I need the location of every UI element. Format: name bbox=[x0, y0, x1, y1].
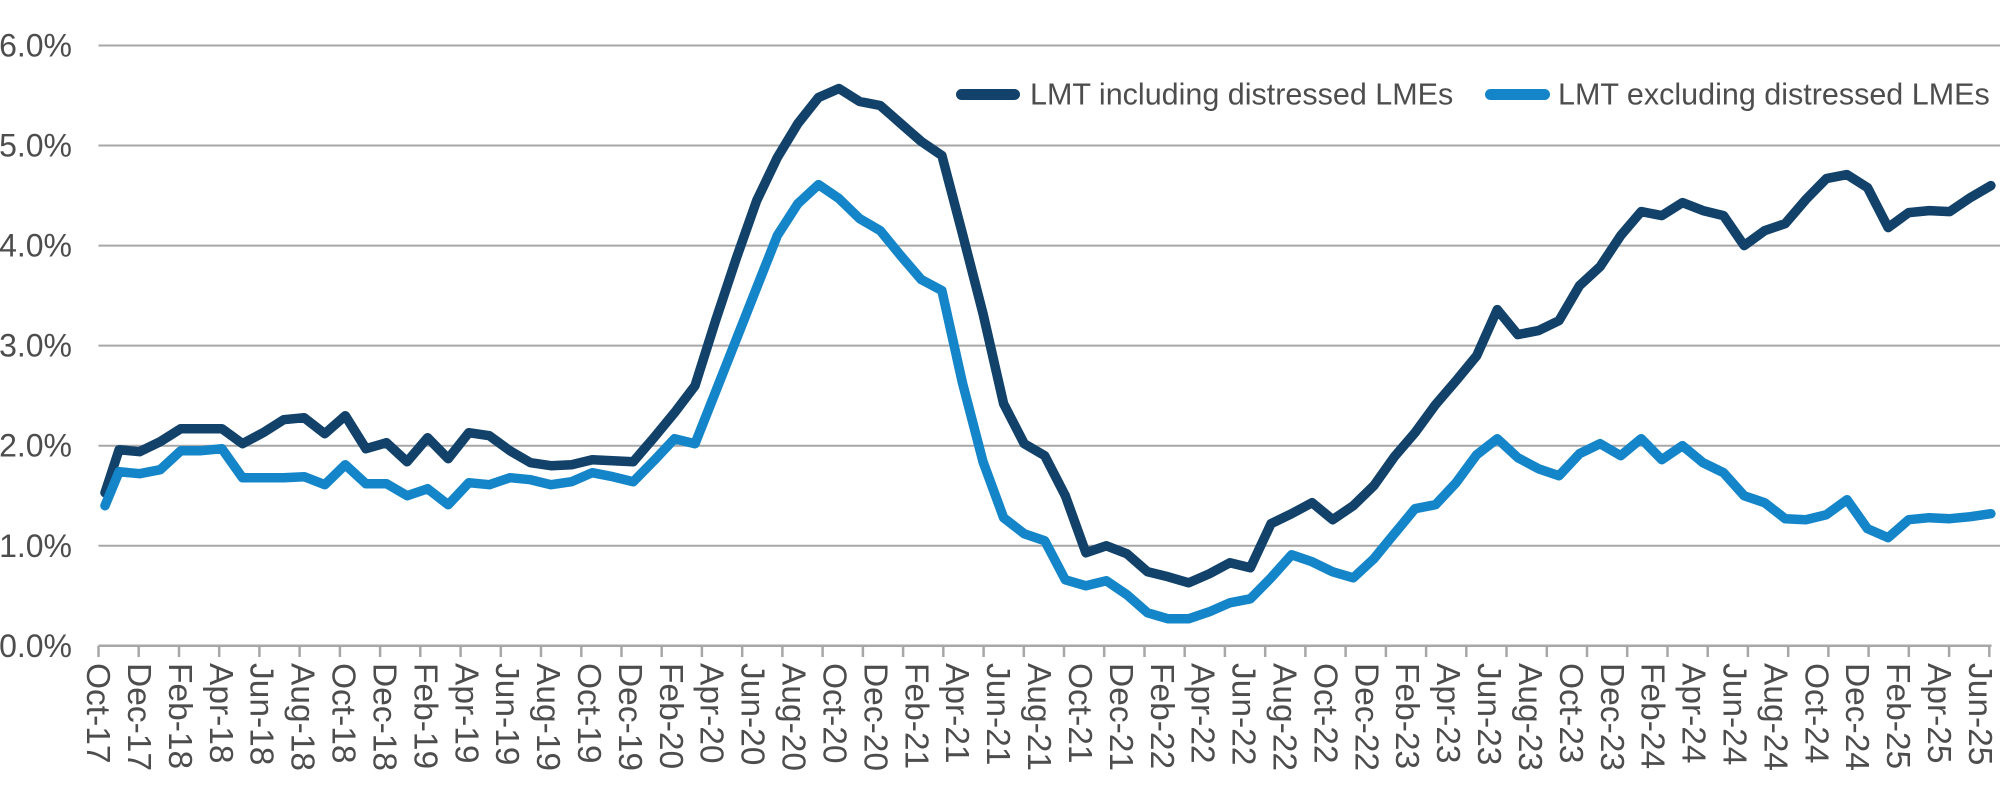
svg-text:Aug-21: Aug-21 bbox=[1020, 663, 1057, 771]
svg-text:Jun-18: Jun-18 bbox=[243, 663, 280, 765]
svg-text:1.0%: 1.0% bbox=[0, 528, 72, 564]
svg-text:Oct-23: Oct-23 bbox=[1552, 663, 1589, 764]
svg-text:Apr-20: Apr-20 bbox=[693, 663, 730, 764]
svg-text:Aug-23: Aug-23 bbox=[1511, 663, 1548, 771]
svg-text:Oct-19: Oct-19 bbox=[570, 663, 607, 764]
svg-text:Jun-23: Jun-23 bbox=[1470, 663, 1507, 765]
svg-text:Dec-18: Dec-18 bbox=[366, 663, 403, 771]
svg-text:Aug-19: Aug-19 bbox=[529, 663, 566, 771]
svg-text:Aug-20: Aug-20 bbox=[775, 663, 812, 771]
svg-text:Feb-20: Feb-20 bbox=[652, 663, 689, 769]
svg-text:Dec-24: Dec-24 bbox=[1838, 663, 1875, 771]
svg-text:Feb-24: Feb-24 bbox=[1634, 663, 1671, 769]
svg-text:Apr-21: Apr-21 bbox=[938, 663, 975, 764]
svg-text:Dec-22: Dec-22 bbox=[1347, 663, 1384, 771]
svg-text:Oct-20: Oct-20 bbox=[816, 663, 853, 764]
svg-text:Jun-24: Jun-24 bbox=[1716, 663, 1753, 765]
svg-text:Aug-24: Aug-24 bbox=[1756, 663, 1793, 771]
svg-text:Feb-18: Feb-18 bbox=[161, 663, 198, 769]
svg-text:3.0%: 3.0% bbox=[0, 328, 72, 364]
svg-text:LMT excluding distressed LMEs: LMT excluding distressed LMEs bbox=[1558, 78, 1990, 112]
svg-text:Dec-23: Dec-23 bbox=[1593, 663, 1630, 771]
svg-text:Dec-20: Dec-20 bbox=[856, 663, 893, 771]
svg-text:Dec-19: Dec-19 bbox=[611, 663, 648, 771]
svg-text:Feb-23: Feb-23 bbox=[1388, 663, 1425, 769]
svg-text:Aug-18: Aug-18 bbox=[284, 663, 321, 771]
svg-text:Oct-21: Oct-21 bbox=[1061, 663, 1098, 764]
svg-text:Oct-18: Oct-18 bbox=[325, 663, 362, 764]
svg-text:LMT including distressed LMEs: LMT including distressed LMEs bbox=[1030, 78, 1453, 112]
svg-text:Apr-19: Apr-19 bbox=[447, 663, 484, 764]
svg-text:Oct-22: Oct-22 bbox=[1306, 663, 1343, 764]
svg-text:Apr-25: Apr-25 bbox=[1920, 663, 1957, 764]
svg-text:5.0%: 5.0% bbox=[0, 128, 72, 164]
svg-text:Jun-22: Jun-22 bbox=[1225, 663, 1262, 765]
svg-text:Jun-21: Jun-21 bbox=[979, 663, 1016, 765]
svg-text:6.0%: 6.0% bbox=[0, 28, 72, 64]
svg-text:Oct-24: Oct-24 bbox=[1797, 663, 1834, 764]
svg-text:Apr-18: Apr-18 bbox=[202, 663, 239, 764]
svg-text:Aug-22: Aug-22 bbox=[1266, 663, 1303, 771]
svg-text:Feb-19: Feb-19 bbox=[406, 663, 443, 769]
svg-text:Jun-19: Jun-19 bbox=[488, 663, 525, 765]
svg-text:Dec-17: Dec-17 bbox=[120, 663, 157, 771]
svg-text:Feb-21: Feb-21 bbox=[897, 663, 934, 769]
svg-text:Jun-25: Jun-25 bbox=[1961, 663, 1998, 765]
svg-text:2.0%: 2.0% bbox=[0, 428, 72, 464]
svg-text:Apr-24: Apr-24 bbox=[1675, 663, 1712, 764]
svg-text:Feb-22: Feb-22 bbox=[1143, 663, 1180, 769]
svg-text:Dec-21: Dec-21 bbox=[1102, 663, 1139, 771]
svg-text:Apr-22: Apr-22 bbox=[1184, 663, 1221, 764]
svg-text:Oct-17: Oct-17 bbox=[79, 663, 116, 764]
svg-text:Jun-20: Jun-20 bbox=[734, 663, 771, 765]
svg-text:Apr-23: Apr-23 bbox=[1429, 663, 1466, 764]
svg-text:Feb-25: Feb-25 bbox=[1879, 663, 1916, 769]
svg-text:4.0%: 4.0% bbox=[0, 228, 72, 264]
svg-text:0.0%: 0.0% bbox=[0, 628, 72, 664]
